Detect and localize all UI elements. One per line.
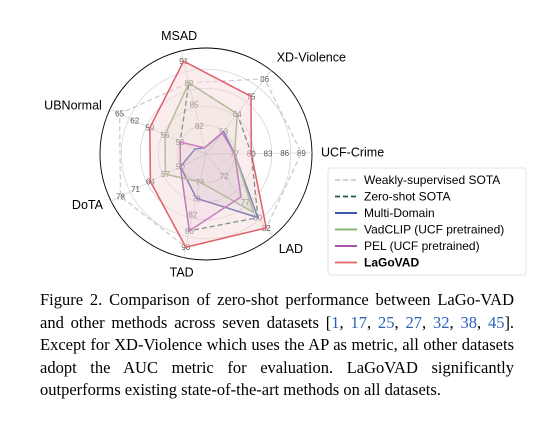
series-multi-domain <box>179 130 260 219</box>
citation-link[interactable]: 32 <box>432 312 450 332</box>
grid-spoke <box>180 50 207 155</box>
legend-label: PEL (UCF pretrained) <box>364 239 480 253</box>
tick-label: 72 <box>220 172 229 181</box>
legend-label: Zero-shot SOTA <box>364 190 450 204</box>
axis-label: MSAD <box>161 29 197 43</box>
tick-label: 78 <box>116 192 125 201</box>
radar-axis-labels: MSAD XD-Violence UCF-Crime LAD TAD DoTA UBNorm… <box>44 29 384 279</box>
citation-link[interactable]: 25 <box>378 312 395 332</box>
series-pel-ucf-pretrained <box>179 131 242 233</box>
legend-label: VadCLIP (UCF pretrained) <box>364 223 504 237</box>
axis-label: UBNormal <box>44 98 102 112</box>
axis-label: UCF-Crime <box>321 146 384 160</box>
series-zero-shot-sota <box>179 81 259 232</box>
series-lagovad <box>149 60 268 249</box>
citation-link[interactable]: 17 <box>350 312 368 332</box>
legend-label: Weakly-supervised SOTA <box>364 173 500 187</box>
grid-spoke <box>110 153 207 202</box>
grid-spoke <box>183 153 207 258</box>
legend-label: Multi-Domain <box>364 206 435 220</box>
grid-spoke <box>205 152 312 155</box>
axis-label: TAD <box>170 265 194 279</box>
axis-label: LAD <box>279 242 303 256</box>
tick-label: 89 <box>297 149 306 158</box>
tick-label: 85 <box>190 101 199 110</box>
grid-spoke <box>205 70 272 155</box>
tick-label: 86 <box>280 149 289 158</box>
axis-label: DoTA <box>72 198 104 212</box>
caption-label: Figure 2. <box>40 290 103 309</box>
tick-label: 62 <box>130 117 139 126</box>
series-vadclip-ucf-pretrained <box>164 81 255 215</box>
grid-spoke <box>205 153 274 237</box>
caption-text-after: ]. Except for XD-Violence which uses the… <box>40 312 515 400</box>
tick-label: 83 <box>264 149 273 158</box>
citation-link[interactable]: 1 <box>331 312 340 332</box>
grid-ring <box>120 68 292 240</box>
tick-label: 77 <box>241 198 250 207</box>
legend-label: LaGoVAD <box>364 256 419 270</box>
caption-text-before: Comparison of zero-shot performance betw… <box>40 290 514 332</box>
citation-link[interactable]: 38 <box>460 312 477 332</box>
legend: Weakly-supervised SOTA Zero-shot SOTA Mult… <box>327 167 527 276</box>
tick-label: 82 <box>195 122 204 131</box>
legend-box <box>327 167 527 276</box>
citation-link[interactable]: 45 <box>487 312 505 332</box>
radar-series <box>118 60 303 249</box>
citation-link[interactable]: 27 <box>405 312 422 332</box>
figure-caption: Figure 2. Comparison of zero-shot perfor… <box>40 290 515 400</box>
tick-label: 82 <box>188 211 197 220</box>
grid-outer-circle <box>99 47 313 261</box>
axis-label: XD-Violence <box>277 50 346 64</box>
tick-label: 71 <box>131 185 140 194</box>
grid-spoke <box>109 108 207 155</box>
